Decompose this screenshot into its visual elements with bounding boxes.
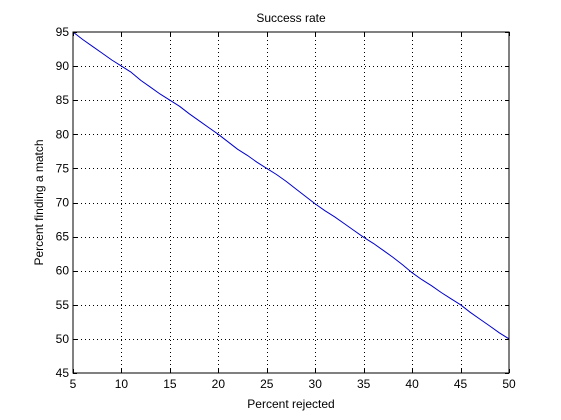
y-tick-label: 80 <box>56 127 70 141</box>
plot-area-background <box>73 32 509 373</box>
series-line <box>72 31 510 340</box>
x-tick-label: 15 <box>163 377 177 391</box>
ticks: 5 10 15 20 25 30 35 40 45 50 45 50 55 60 65 70 75 80 85 90 9… <box>56 25 516 391</box>
grid <box>73 32 509 373</box>
x-tick-label: 20 <box>212 377 226 391</box>
x-tick-label: 5 <box>70 377 77 391</box>
y-tick-label: 60 <box>56 264 70 278</box>
x-axis-label: Percent rejected <box>247 397 334 411</box>
y-tick-label: 95 <box>56 25 70 39</box>
x-tick-label: 10 <box>115 377 129 391</box>
x-tick-label: 25 <box>260 377 274 391</box>
x-tick-label: 45 <box>454 377 468 391</box>
y-tick-label: 45 <box>56 366 70 380</box>
chart-title: Success rate <box>256 11 326 25</box>
y-tick-label: 70 <box>56 196 70 210</box>
y-tick-label: 55 <box>56 298 70 312</box>
x-tick-label: 50 <box>502 377 516 391</box>
y-tick-label: 50 <box>56 332 70 346</box>
y-tick-label: 90 <box>56 59 70 73</box>
y-tick-label: 65 <box>56 230 70 244</box>
series-layer <box>72 31 510 340</box>
x-tick-label: 35 <box>357 377 371 391</box>
x-tick-label: 40 <box>405 377 419 391</box>
y-axis-label: Percent finding a match <box>32 139 46 265</box>
x-tick-label: 30 <box>309 377 323 391</box>
y-tick-label: 75 <box>56 161 70 175</box>
plot-area-frame <box>72 31 510 374</box>
y-tick-label: 85 <box>56 93 70 107</box>
